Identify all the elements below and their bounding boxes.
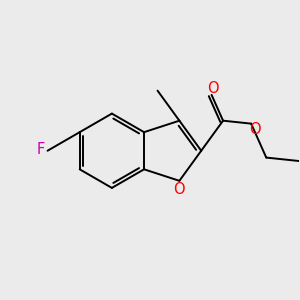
Text: O: O <box>249 122 260 137</box>
Text: F: F <box>37 142 45 157</box>
Text: O: O <box>207 81 219 96</box>
Text: O: O <box>174 182 185 196</box>
